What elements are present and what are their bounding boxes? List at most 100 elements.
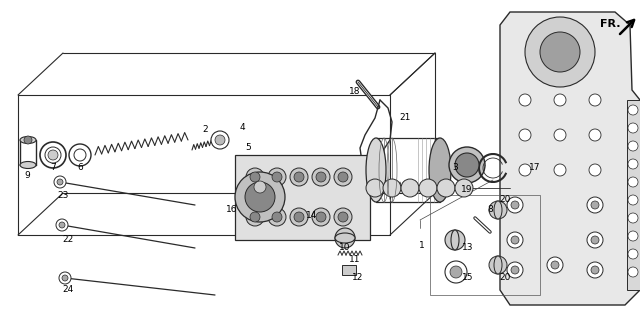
Circle shape	[587, 232, 603, 248]
Circle shape	[628, 213, 638, 223]
Circle shape	[628, 159, 638, 169]
Circle shape	[316, 212, 326, 222]
Circle shape	[334, 208, 352, 226]
Circle shape	[591, 236, 599, 244]
Circle shape	[334, 168, 352, 186]
Circle shape	[74, 149, 86, 161]
Polygon shape	[500, 12, 640, 305]
Circle shape	[48, 150, 58, 160]
Text: 24: 24	[62, 285, 74, 295]
Circle shape	[59, 272, 71, 284]
Text: 9: 9	[24, 171, 30, 179]
Text: 21: 21	[399, 113, 411, 123]
Text: 10: 10	[339, 244, 351, 252]
Circle shape	[519, 164, 531, 176]
Circle shape	[45, 147, 61, 163]
Circle shape	[554, 94, 566, 106]
Circle shape	[246, 168, 264, 186]
Text: 6: 6	[77, 163, 83, 173]
Circle shape	[290, 208, 308, 226]
Circle shape	[489, 256, 507, 274]
Text: 3: 3	[452, 163, 458, 173]
Text: 14: 14	[307, 210, 317, 220]
Text: 20: 20	[499, 196, 511, 204]
Circle shape	[383, 179, 401, 197]
Circle shape	[489, 201, 507, 219]
Circle shape	[335, 228, 355, 248]
Circle shape	[419, 179, 437, 197]
Text: 4: 4	[239, 124, 245, 132]
Ellipse shape	[451, 230, 459, 250]
Bar	[342, 265, 356, 275]
Text: 22: 22	[62, 235, 74, 245]
Circle shape	[316, 172, 326, 182]
Circle shape	[312, 168, 330, 186]
Text: 7: 7	[50, 163, 56, 173]
Circle shape	[591, 201, 599, 209]
Ellipse shape	[335, 233, 355, 243]
Circle shape	[547, 257, 563, 273]
Circle shape	[628, 267, 638, 277]
Circle shape	[450, 266, 462, 278]
Circle shape	[589, 129, 601, 141]
Circle shape	[628, 123, 638, 133]
Circle shape	[40, 142, 66, 168]
Circle shape	[268, 208, 286, 226]
Circle shape	[254, 181, 266, 193]
Circle shape	[268, 168, 286, 186]
Circle shape	[628, 195, 638, 205]
Text: 15: 15	[462, 274, 474, 283]
Circle shape	[250, 212, 260, 222]
Circle shape	[250, 172, 260, 182]
Circle shape	[628, 231, 638, 241]
Text: 18: 18	[349, 88, 361, 96]
Circle shape	[69, 144, 91, 166]
Circle shape	[589, 164, 601, 176]
Circle shape	[589, 94, 601, 106]
Ellipse shape	[494, 201, 502, 219]
Circle shape	[294, 172, 304, 182]
Circle shape	[455, 179, 473, 197]
Circle shape	[554, 164, 566, 176]
Text: 20: 20	[499, 274, 511, 283]
Circle shape	[445, 230, 465, 250]
Text: 1: 1	[419, 240, 425, 250]
Circle shape	[511, 201, 519, 209]
Text: 12: 12	[352, 274, 364, 283]
Bar	[430, 195, 540, 295]
Circle shape	[437, 179, 455, 197]
Ellipse shape	[366, 138, 386, 202]
Text: 11: 11	[349, 256, 361, 264]
Circle shape	[628, 105, 638, 115]
Text: 8: 8	[487, 205, 493, 215]
Circle shape	[628, 141, 638, 151]
Circle shape	[56, 219, 68, 231]
Bar	[235, 155, 370, 240]
Circle shape	[455, 153, 479, 177]
Circle shape	[62, 275, 68, 281]
Circle shape	[59, 222, 65, 228]
Circle shape	[245, 182, 275, 212]
Circle shape	[449, 147, 485, 183]
Circle shape	[507, 232, 523, 248]
Ellipse shape	[494, 256, 502, 274]
Circle shape	[511, 266, 519, 274]
Circle shape	[290, 168, 308, 186]
Circle shape	[525, 17, 595, 87]
Ellipse shape	[20, 161, 36, 168]
Circle shape	[519, 94, 531, 106]
Circle shape	[24, 136, 32, 144]
Circle shape	[628, 177, 638, 187]
Text: 2: 2	[202, 125, 208, 135]
Circle shape	[272, 212, 282, 222]
Bar	[627, 100, 640, 290]
Circle shape	[235, 172, 285, 222]
Circle shape	[628, 249, 638, 259]
Circle shape	[57, 179, 63, 185]
Text: 23: 23	[58, 191, 68, 199]
Ellipse shape	[429, 138, 451, 202]
Ellipse shape	[20, 137, 36, 143]
Circle shape	[587, 262, 603, 278]
Circle shape	[294, 212, 304, 222]
Circle shape	[246, 208, 264, 226]
